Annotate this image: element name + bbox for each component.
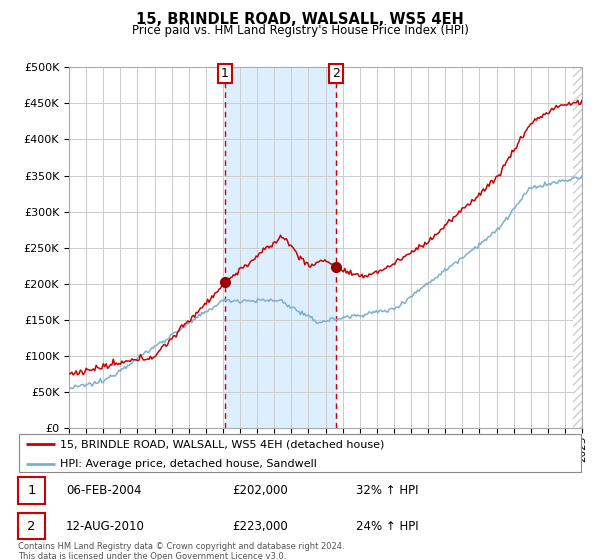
Text: 1: 1 <box>27 484 36 497</box>
Text: Price paid vs. HM Land Registry's House Price Index (HPI): Price paid vs. HM Land Registry's House … <box>131 24 469 36</box>
Text: 1: 1 <box>221 67 229 80</box>
Text: 32% ↑ HPI: 32% ↑ HPI <box>356 484 419 497</box>
Text: 12-AUG-2010: 12-AUG-2010 <box>66 520 145 533</box>
FancyBboxPatch shape <box>18 477 45 504</box>
Text: 2: 2 <box>332 67 340 80</box>
Bar <box>574 67 582 428</box>
FancyBboxPatch shape <box>19 433 581 473</box>
Bar <box>574 67 582 428</box>
Text: 24% ↑ HPI: 24% ↑ HPI <box>356 520 419 533</box>
Text: £202,000: £202,000 <box>232 484 288 497</box>
Bar <box>224 67 336 428</box>
Text: 15, BRINDLE ROAD, WALSALL, WS5 4EH: 15, BRINDLE ROAD, WALSALL, WS5 4EH <box>136 12 464 27</box>
Text: HPI: Average price, detached house, Sandwell: HPI: Average price, detached house, Sand… <box>60 459 317 469</box>
Text: Contains HM Land Registry data © Crown copyright and database right 2024.
This d: Contains HM Land Registry data © Crown c… <box>18 542 344 560</box>
Text: 15, BRINDLE ROAD, WALSALL, WS5 4EH (detached house): 15, BRINDLE ROAD, WALSALL, WS5 4EH (deta… <box>60 439 385 449</box>
Text: 06-FEB-2004: 06-FEB-2004 <box>66 484 142 497</box>
FancyBboxPatch shape <box>18 513 45 539</box>
Text: 2: 2 <box>27 520 36 533</box>
Text: £223,000: £223,000 <box>232 520 288 533</box>
